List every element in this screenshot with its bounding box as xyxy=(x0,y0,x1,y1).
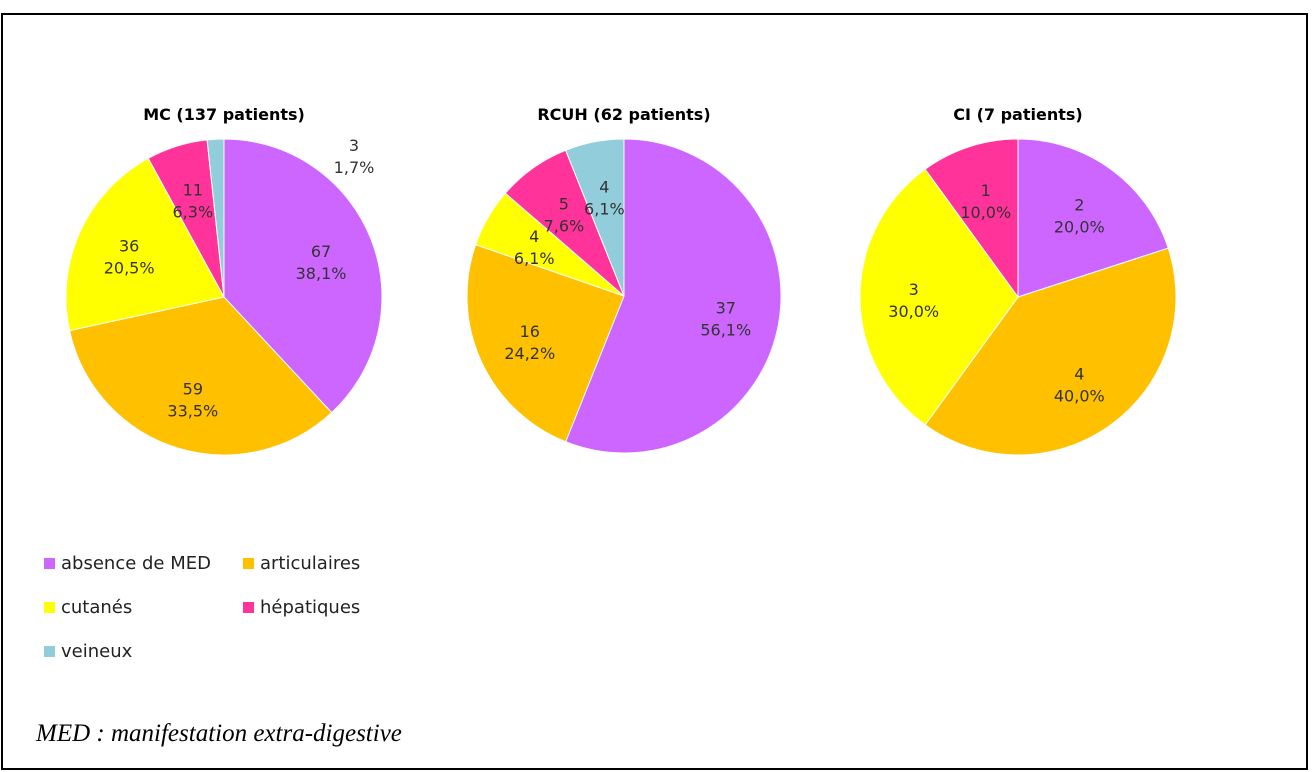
data-label-value: 2 xyxy=(1074,196,1084,215)
data-label-value: 36 xyxy=(119,237,139,256)
slice-cutanes xyxy=(859,168,1019,426)
legend-label-cutanes: cutanés xyxy=(61,597,133,618)
data-label-value: 11 xyxy=(183,180,203,199)
footnote: MED : manifestation extra-digestive xyxy=(36,720,402,747)
slice-absence-de-med xyxy=(564,138,782,454)
data-label-percent: 33,5% xyxy=(167,402,218,421)
pie-chart-2: 37 56,1% 16 24,2% 4 6,1% 5 7,6% 4 6,1% RCUH (62 pa… xyxy=(466,105,782,454)
chart-title: RCUH (62 patients) xyxy=(537,105,710,124)
legend-swatch-hepatiques xyxy=(243,602,254,613)
data-label-percent: 6,3% xyxy=(173,202,214,221)
data-label-percent: 40,0% xyxy=(1054,386,1105,405)
data-label-percent: 20,5% xyxy=(104,259,155,278)
legend-swatch-veineux xyxy=(44,646,55,657)
legend-label-articulaires: articulaires xyxy=(260,553,361,574)
data-label-value: 16 xyxy=(520,322,540,341)
slice-articulaires xyxy=(924,247,1177,456)
data-label-value: 4 xyxy=(1074,364,1084,383)
data-label-value: 5 xyxy=(559,195,569,214)
legend-swatch-articulaires xyxy=(243,558,254,569)
chart-title: MC (137 patients) xyxy=(143,105,305,124)
data-label-percent: 56,1% xyxy=(700,321,751,340)
slice-articulaires xyxy=(69,296,333,456)
slice-articulaires xyxy=(466,244,625,443)
data-label-percent: 6,1% xyxy=(514,249,555,268)
slice-hepatiques xyxy=(924,138,1019,299)
data-label-value: 37 xyxy=(716,299,736,318)
slice-absence-de-med xyxy=(1017,138,1169,298)
legend-item-veineux: veineux xyxy=(44,641,132,662)
data-label-percent: 7,6% xyxy=(544,217,585,236)
legend-item-articulaires: articulaires xyxy=(243,553,360,574)
legend-item-hepatiques: hépatiques xyxy=(243,597,360,618)
slice-absence-de-med xyxy=(223,138,383,414)
data-label-value: 59 xyxy=(183,380,203,399)
legend-label-veineux: veineux xyxy=(61,641,133,662)
slice-veineux xyxy=(206,138,225,298)
chart-title: CI (7 patients) xyxy=(953,105,1082,124)
legend-item-absence: absence de MED xyxy=(44,553,211,574)
data-label-value: 4 xyxy=(529,227,539,246)
data-label-value: 1 xyxy=(981,181,991,200)
data-label-percent: 24,2% xyxy=(504,344,555,363)
legend-item-cutanes: cutanés xyxy=(44,597,132,618)
legend-swatch-absence xyxy=(44,558,55,569)
legend-swatch-cutanes xyxy=(44,602,55,613)
data-label-percent: 20,0% xyxy=(1054,218,1105,237)
data-label-value: 67 xyxy=(311,242,331,261)
data-label-percent: 30,0% xyxy=(888,302,939,321)
data-label-value: 4 xyxy=(599,177,609,196)
data-label-value: 3 xyxy=(349,136,359,155)
data-label-percent: 10,0% xyxy=(960,203,1011,222)
data-label-percent: 6,1% xyxy=(584,199,625,218)
data-label-percent: 1,7% xyxy=(334,158,375,177)
slice-cutanes xyxy=(65,157,225,332)
legend-label-hepatiques: hépatiques xyxy=(260,597,361,618)
pie-chart-1: 67 38,1% 59 33,5% 36 20,5% 11 6,3% 3 1,7% MC (137 … xyxy=(65,105,383,456)
data-label-percent: 38,1% xyxy=(296,264,347,283)
data-label-value: 3 xyxy=(909,280,919,299)
slice-veineux xyxy=(564,138,625,297)
pie-chart-3: 2 20,0% 4 40,0% 3 30,0% 1 10,0% CI (7 patients) xyxy=(859,105,1177,456)
legend-label-absence: absence de MED xyxy=(61,553,211,574)
